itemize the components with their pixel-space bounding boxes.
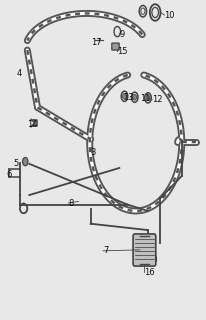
- Text: 14: 14: [27, 120, 38, 130]
- Text: 16: 16: [144, 268, 154, 277]
- Text: 4: 4: [17, 69, 22, 78]
- FancyBboxPatch shape: [112, 43, 119, 50]
- Circle shape: [23, 157, 28, 166]
- Text: 9: 9: [119, 30, 125, 39]
- Text: 11: 11: [140, 94, 150, 103]
- Text: 15: 15: [117, 47, 128, 56]
- Text: 7: 7: [103, 246, 108, 255]
- Text: 6: 6: [7, 170, 12, 179]
- Text: 5: 5: [13, 159, 18, 168]
- Circle shape: [133, 94, 137, 100]
- Text: 8: 8: [68, 198, 74, 207]
- Text: 3: 3: [91, 148, 96, 156]
- Text: 13: 13: [123, 93, 134, 102]
- FancyBboxPatch shape: [133, 234, 156, 266]
- Text: 17: 17: [91, 38, 101, 47]
- Text: 12: 12: [152, 95, 163, 104]
- Circle shape: [146, 95, 150, 101]
- Text: 10: 10: [164, 11, 175, 20]
- Circle shape: [123, 93, 126, 99]
